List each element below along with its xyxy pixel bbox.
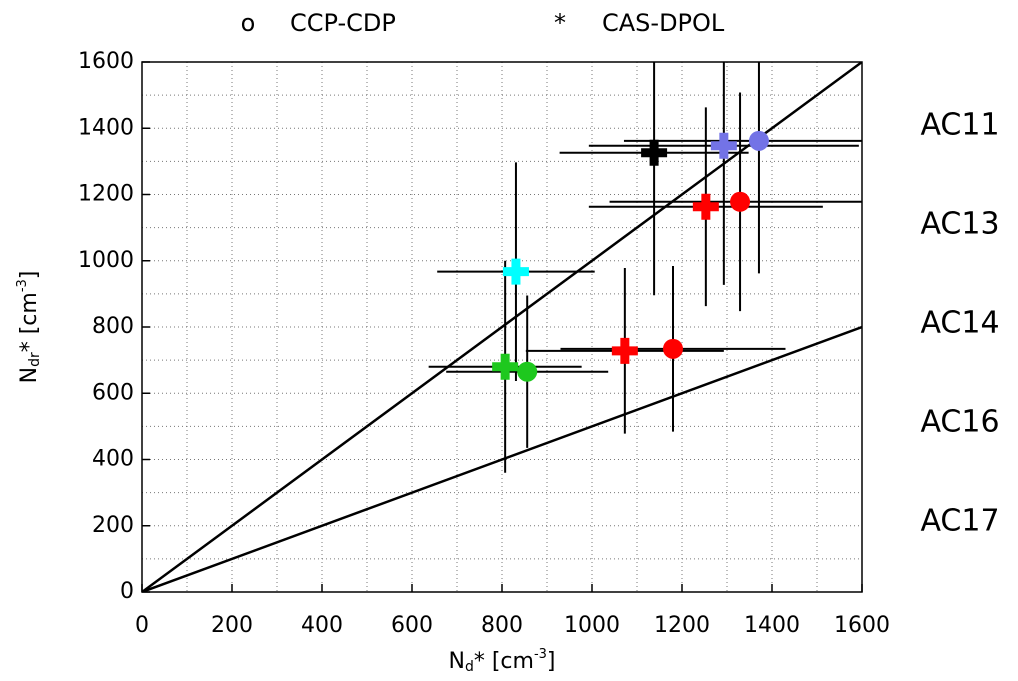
ccp-point [517,361,538,382]
series-label: AC17 [920,504,999,539]
legend-symbol: * [554,9,566,37]
x-tick-label: 800 [481,613,523,638]
x-label-rest: * [cm [474,649,534,674]
plot-area [142,62,862,592]
series-label: AC16 [920,405,999,440]
reference-line [142,62,862,592]
legend-label: CCP-CDP [290,9,396,37]
series-label: AC11 [920,108,999,143]
y-label-sup: -3 [15,279,30,292]
axes: 0 200 400 600 800 1000 1200 1400 1600 0 200 400 600 8… [78,49,890,638]
series-label: AC14 [920,306,999,341]
y-label-end: ] [17,271,42,280]
y-axis-label: Ndr* [cm-3] [15,271,44,384]
x-label-base: N [448,649,464,674]
x-label-sub: d [465,659,474,675]
x-tick-label: 1400 [744,613,800,638]
ccp-point [730,191,751,212]
x-tick-label: 1200 [654,613,710,638]
x-tick-label: 200 [211,613,253,638]
y-label-rest: * [cm [17,292,42,352]
y-tick-label: 1600 [78,49,134,74]
reference-line [142,325,862,592]
x-tick-label: 600 [391,613,433,638]
ccp-point [748,130,769,151]
y-label-sub: dr [27,352,43,367]
x-tick-label: 0 [135,613,149,638]
x-label-sup: -3 [534,647,547,662]
y-tick-label: 800 [92,314,134,339]
cas-point [502,258,529,285]
cas-point [611,337,638,364]
x-tick-label: 1000 [564,613,620,638]
y-tick-label: 1000 [78,248,134,273]
series-label: AC13 [920,207,999,242]
ccp-point [663,338,683,359]
cas-point [641,139,668,166]
x-tick-label: 400 [301,613,343,638]
legend: o CCP-CDP * CAS-DPOL AC11 AC13 AC14 AC16 AC17 [241,9,1000,539]
legend-label: CAS-DPOL [602,9,725,37]
y-tick-label: 400 [92,447,134,472]
y-tick-label: 1400 [78,115,134,140]
x-tick-label: 1600 [834,613,890,638]
cas-point [710,132,737,159]
y-tick-label: 0 [120,579,134,604]
x-label-end: ] [547,649,556,674]
x-axis-label: Nd* [cm-3] [448,647,555,676]
y-tick-label: 600 [92,380,134,405]
legend-symbol: o [241,9,256,37]
y-tick-label: 1200 [78,182,134,207]
y-tick-label: 200 [92,513,134,538]
y-label-base: N [17,367,42,383]
cas-point [692,193,719,220]
cas-point [492,353,519,380]
